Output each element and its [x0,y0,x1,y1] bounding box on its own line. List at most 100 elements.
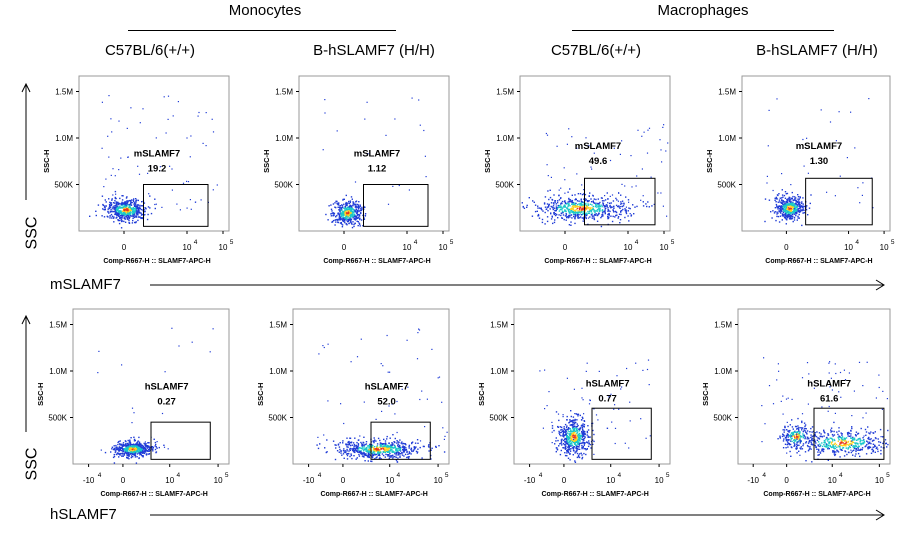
event-dot [570,424,572,426]
event-dot [388,442,390,444]
event-dot [544,408,546,410]
y-tick-label: 500K [268,414,287,423]
event-dot [355,446,358,448]
event-dot [387,203,390,205]
event-dot [361,453,363,455]
event-dot [129,202,132,205]
event-dot [350,218,353,221]
event-dot [867,437,869,440]
event-dot [346,450,348,452]
event-dot [335,221,337,223]
event-dot [817,448,820,451]
event-dot [128,209,131,212]
event-dot [350,207,352,209]
event-dot [778,199,781,201]
plot-frame [292,308,450,465]
event-dot [663,124,665,126]
event-dot [341,205,344,207]
event-dot [816,431,818,433]
event-dot [791,398,793,400]
event-dot [805,442,807,444]
event-dot [342,220,345,222]
event-dot [583,437,586,439]
event-dot [362,450,365,452]
event-dot [776,205,778,207]
event-dot [144,446,146,448]
event-dot [138,457,140,459]
event-dot [599,201,601,204]
event-dot [821,436,824,438]
event-dot [612,209,614,212]
y-tick-label: 1.0M [275,134,293,143]
event-dot [340,216,342,219]
event-dot [582,438,584,441]
event-dot [347,453,349,455]
event-dot [782,214,784,216]
event-dot [600,225,603,228]
event-dot [444,435,446,437]
event-dot [576,214,578,216]
x-axis-label: Comp-R667-H :: SLAMF7-APC-H [541,491,648,498]
event-dot [568,427,570,429]
event-dot [798,450,800,452]
event-dot [139,443,141,446]
event-dot [376,445,379,447]
event-dot [577,210,579,212]
event-dot [582,211,584,213]
event-dot [834,439,836,442]
event-dot [786,199,789,202]
event-dot [801,420,803,422]
event-dot [789,435,792,437]
event-dot [873,439,875,441]
event-dot [842,447,845,449]
event-dot [578,434,581,437]
event-dot [347,444,349,446]
event-dot [574,222,576,225]
event-dot [364,460,366,462]
event-dot [133,440,136,442]
event-dot [355,212,358,214]
event-dot [120,203,123,205]
event-dot [543,203,546,205]
event-dot [581,397,583,399]
event-dot [414,447,416,449]
event-dot [126,200,128,202]
event-dot [347,212,350,214]
event-dot [616,199,618,201]
event-dot [345,214,348,216]
event-dot [626,367,628,370]
event-dot [113,221,115,223]
event-dot [594,205,597,208]
event-dot [845,445,847,447]
event-dot [385,446,387,449]
event-dot [571,438,573,441]
y-axis-label: SSC-H [705,150,714,173]
event-dot [124,213,126,215]
event-dot [341,226,344,228]
event-dot [399,450,402,452]
event-dot [850,433,852,435]
event-dot [114,213,116,216]
event-dot [126,444,128,447]
event-dot [871,440,874,442]
gate-percent-label: 0.77 [598,394,617,405]
event-dot [341,218,343,220]
event-dot [846,453,848,456]
event-dot [403,449,405,451]
event-dot [561,428,563,431]
event-dot [584,213,586,215]
event-dot [343,219,345,221]
event-dot [115,217,117,219]
x-tick-label: 0 [122,243,127,252]
event-dot [797,425,799,427]
event-dot [576,425,578,428]
event-dot [774,207,777,209]
event-dot [331,212,333,215]
x-tick-label: 10 [655,476,664,485]
event-dot [575,426,578,428]
event-dot [867,443,870,445]
event-dot [830,437,833,440]
event-dot [768,109,770,111]
event-dot [659,139,661,141]
